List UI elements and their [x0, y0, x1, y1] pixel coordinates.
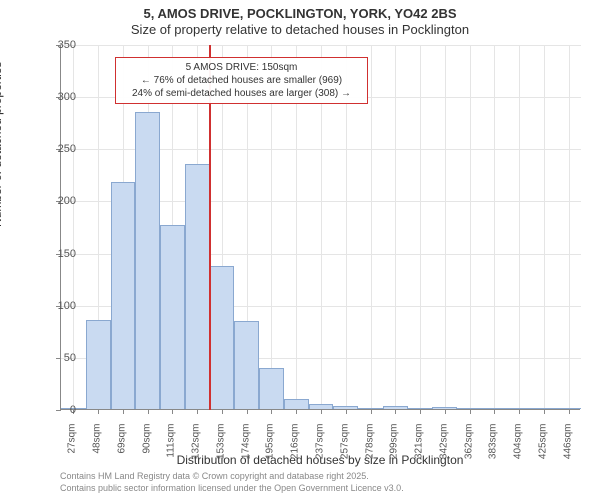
x-gridline [494, 45, 495, 410]
annotation-line: 5 AMOS DRIVE: 150sqm [122, 61, 361, 74]
y-tick [56, 410, 61, 411]
x-tick [395, 409, 396, 414]
x-gridline [371, 45, 372, 410]
x-tick-label: 342sqm [438, 424, 449, 464]
x-tick-label: 69sqm [116, 424, 127, 464]
x-tick-label: 404sqm [513, 424, 524, 464]
x-gridline [420, 45, 421, 410]
histogram-bar [111, 182, 136, 409]
x-tick [420, 409, 421, 414]
x-tick-label: 174sqm [240, 424, 251, 464]
y-tick [56, 358, 61, 359]
x-gridline [470, 45, 471, 410]
x-gridline [569, 45, 570, 410]
x-tick-label: 195sqm [265, 424, 276, 464]
x-tick [296, 409, 297, 414]
x-tick-label: 153sqm [215, 424, 226, 464]
histogram-bar [284, 399, 309, 409]
x-tick [197, 409, 198, 414]
x-tick-label: 299sqm [389, 424, 400, 464]
annotation-line: ← 76% of detached houses are smaller (96… [122, 74, 361, 87]
x-tick [544, 409, 545, 414]
x-gridline [395, 45, 396, 410]
plot-area: 5 AMOS DRIVE: 150sqm← 76% of detached ho… [60, 45, 580, 410]
histogram-bar [531, 408, 556, 409]
x-tick-label: 257sqm [339, 424, 350, 464]
histogram-bar [408, 408, 433, 409]
x-tick [371, 409, 372, 414]
chart-title-line1: 5, AMOS DRIVE, POCKLINGTON, YORK, YO42 2… [0, 6, 600, 21]
x-tick [494, 409, 495, 414]
y-tick-label: 350 [58, 39, 76, 51]
x-tick [172, 409, 173, 414]
x-tick-label: 111sqm [166, 424, 177, 464]
x-tick-label: 383sqm [488, 424, 499, 464]
x-gridline [519, 45, 520, 410]
y-tick-label: 300 [58, 91, 76, 103]
footer-line2: Contains public sector information licen… [60, 483, 404, 495]
x-tick [569, 409, 570, 414]
histogram-bar [160, 225, 185, 409]
histogram-bar [333, 406, 358, 409]
y-tick-label: 150 [58, 248, 76, 260]
y-tick-label: 200 [58, 195, 76, 207]
x-tick [98, 409, 99, 414]
x-tick [519, 409, 520, 414]
histogram-bar [86, 320, 111, 409]
x-tick-label: 362sqm [463, 424, 474, 464]
histogram-bar [358, 408, 383, 409]
x-gridline [445, 45, 446, 410]
chart-title-line2: Size of property relative to detached ho… [0, 22, 600, 37]
x-tick [271, 409, 272, 414]
x-tick [321, 409, 322, 414]
histogram-bar [383, 406, 408, 409]
y-tick-label: 0 [70, 404, 76, 416]
x-tick-label: 27sqm [67, 424, 78, 464]
x-gridline [544, 45, 545, 410]
x-tick-label: 425sqm [537, 424, 548, 464]
histogram-bar [482, 408, 507, 409]
x-tick-label: 90sqm [141, 424, 152, 464]
histogram-bar [432, 407, 457, 409]
y-axis-label: Number of detached properties [0, 62, 4, 227]
annotation-box: 5 AMOS DRIVE: 150sqm← 76% of detached ho… [115, 57, 368, 104]
histogram-bar [507, 408, 532, 409]
x-tick [222, 409, 223, 414]
x-tick-label: 132sqm [191, 424, 202, 464]
x-tick [346, 409, 347, 414]
x-tick [123, 409, 124, 414]
histogram-bar [185, 164, 210, 409]
y-tick-label: 50 [64, 352, 76, 364]
chart-container: 5, AMOS DRIVE, POCKLINGTON, YORK, YO42 2… [0, 0, 600, 500]
x-tick [247, 409, 248, 414]
x-tick [470, 409, 471, 414]
histogram-bar [309, 404, 334, 409]
x-tick [148, 409, 149, 414]
x-tick-label: 321sqm [414, 424, 425, 464]
y-tick-label: 100 [58, 300, 76, 312]
footer-text: Contains HM Land Registry data © Crown c… [60, 471, 404, 494]
x-tick [445, 409, 446, 414]
x-tick-label: 48sqm [92, 424, 103, 464]
histogram-bar [556, 408, 581, 409]
histogram-bar [457, 408, 482, 409]
y-tick-label: 250 [58, 143, 76, 155]
histogram-bar [210, 266, 235, 409]
x-tick-label: 278sqm [364, 424, 375, 464]
x-tick-label: 216sqm [290, 424, 301, 464]
annotation-line: 24% of semi-detached houses are larger (… [122, 87, 361, 100]
histogram-bar [234, 321, 259, 409]
x-tick-label: 237sqm [315, 424, 326, 464]
histogram-bar [259, 368, 284, 409]
histogram-bar [135, 112, 160, 409]
footer-line1: Contains HM Land Registry data © Crown c… [60, 471, 404, 483]
x-tick-label: 446sqm [562, 424, 573, 464]
